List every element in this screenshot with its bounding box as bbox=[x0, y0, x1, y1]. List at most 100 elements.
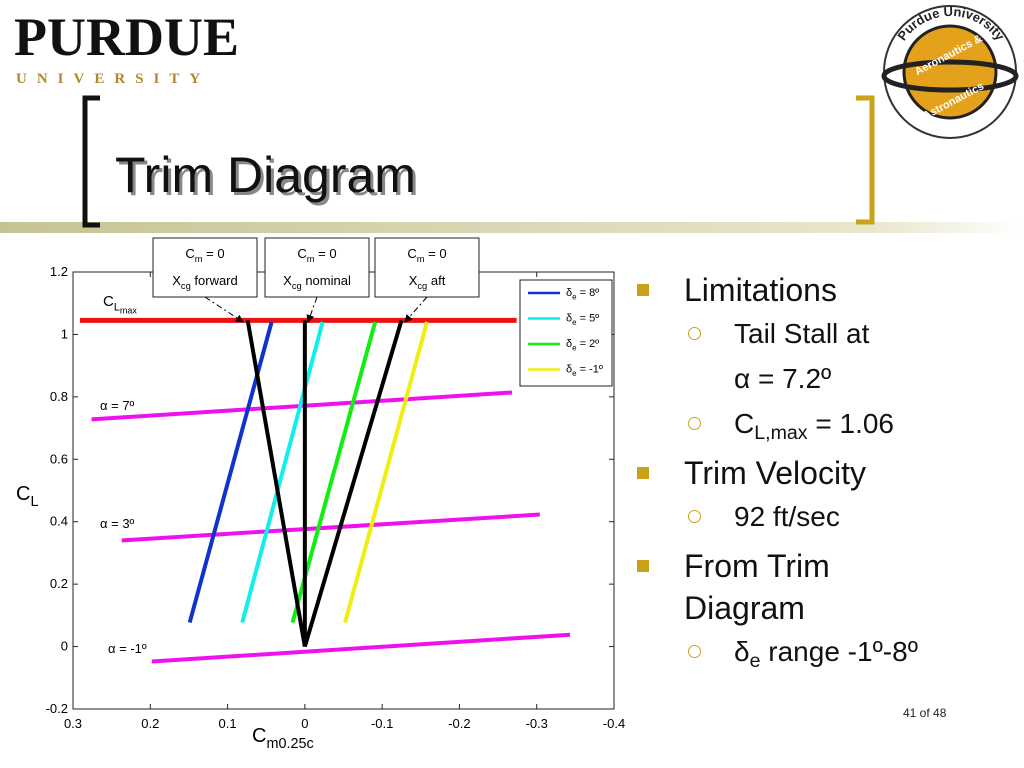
annotation-line: Xcg nominal bbox=[283, 273, 351, 291]
x-tick-label: 0 bbox=[301, 716, 308, 731]
text-part: m bbox=[307, 254, 315, 264]
text-part: cg bbox=[292, 281, 302, 291]
text-part: m bbox=[417, 254, 425, 264]
x-tick-label: -0.1 bbox=[371, 716, 393, 731]
text-part: L,max bbox=[754, 421, 808, 444]
text-part: = 1.06 bbox=[807, 408, 894, 439]
text-part: δ bbox=[566, 338, 572, 350]
annotation-line: Cm = 0 bbox=[185, 246, 224, 264]
sub-bullet-line: α = 7.2º bbox=[734, 363, 832, 394]
text-part: = -1º bbox=[577, 364, 603, 376]
text-part: e bbox=[572, 369, 577, 378]
text-part: δ bbox=[566, 313, 572, 325]
seal: Purdue University Aeronautics & Astronau… bbox=[881, 4, 1019, 139]
y-tick-label: 1.2 bbox=[50, 264, 68, 279]
text-part: e bbox=[749, 649, 761, 672]
legend-label: δe = 8º bbox=[566, 287, 599, 301]
text-part: = 0 bbox=[315, 246, 337, 261]
annotation-arrow bbox=[204, 296, 244, 323]
y-tick-label: 0.8 bbox=[50, 389, 68, 404]
data-line bbox=[151, 632, 571, 664]
text-part: 92 ft/sec bbox=[734, 501, 840, 532]
bullet: Limitations bbox=[630, 269, 934, 311]
y-tick-label: 0.4 bbox=[50, 514, 68, 529]
text-part: nominal bbox=[302, 273, 351, 288]
annotation-line: Xcg aft bbox=[409, 273, 446, 291]
sub-bullet: CL,max = 1.06 bbox=[630, 401, 960, 446]
text-part: m bbox=[195, 254, 203, 264]
text-part: C bbox=[734, 408, 755, 439]
text-part: X bbox=[283, 273, 292, 288]
text-part: e bbox=[572, 343, 577, 352]
y-tick-label: 1 bbox=[61, 326, 68, 341]
logo-sub: UNIVERSITY bbox=[16, 71, 210, 87]
chart: -0.2 0 0.2 0.4 0.6 0.8 1 1.2 0.3 0.2 0.1 0 -0.1 -0.2 -… bbox=[16, 237, 625, 752]
annotation-line: Xcg forward bbox=[172, 273, 238, 291]
text-part: Trim Velocity bbox=[684, 455, 866, 491]
sub-bullet: Tail Stall at α = 7.2º bbox=[630, 311, 960, 401]
x-tick-label: 0.2 bbox=[141, 716, 159, 731]
legend-label: δe = 2º bbox=[566, 338, 599, 352]
annotation-arrow bbox=[404, 296, 428, 323]
text-part: range -1º-8º bbox=[760, 636, 918, 667]
x-tick-label: -0.3 bbox=[526, 716, 548, 731]
y-tick-label: 0.2 bbox=[50, 576, 68, 591]
bracket-left bbox=[82, 95, 100, 228]
text-part: e bbox=[572, 318, 577, 327]
title: Trim Diagram bbox=[115, 147, 416, 203]
text-part: C bbox=[252, 725, 266, 747]
logo-name: PURDUE bbox=[14, 7, 239, 67]
text-part: δ bbox=[734, 636, 750, 667]
bullet: From Trim Diagram bbox=[630, 545, 934, 629]
series-label: α = 7º bbox=[100, 398, 135, 413]
text-part: α = 3º bbox=[100, 516, 135, 531]
text-part: C bbox=[185, 246, 194, 261]
y-tick-label: 0 bbox=[61, 639, 68, 654]
x-axis-label: Cm0.25c bbox=[252, 725, 314, 752]
data-line bbox=[245, 320, 307, 647]
text-part: = 0 bbox=[203, 246, 225, 261]
text-part: aft bbox=[427, 273, 445, 288]
x-tick-label: -0.4 bbox=[603, 716, 625, 731]
y-tick-label: 0.6 bbox=[50, 451, 68, 466]
x-tick-label: -0.2 bbox=[448, 716, 470, 731]
annotation-line: Cm = 0 bbox=[297, 246, 336, 264]
y-tick-label: -0.2 bbox=[46, 701, 68, 716]
legend-label: δe = 5º bbox=[566, 313, 599, 327]
text-part: Tail Stall at bbox=[734, 318, 870, 349]
text-part: C bbox=[16, 483, 30, 505]
data-line bbox=[343, 321, 429, 624]
data-line bbox=[240, 321, 325, 624]
seal-core bbox=[902, 24, 998, 120]
text-part: δ bbox=[566, 364, 572, 376]
text-part: = 2º bbox=[577, 338, 600, 350]
data-line bbox=[302, 319, 404, 648]
title-shadow: Trim Diagram bbox=[118, 150, 419, 206]
text-part: δ bbox=[566, 287, 572, 299]
seal-orbit bbox=[881, 59, 1019, 93]
bullet: Trim Velocity bbox=[630, 452, 934, 494]
y-axis-label: CL bbox=[16, 483, 38, 510]
text-part: L bbox=[30, 494, 38, 510]
page-number: 41 of 48 bbox=[903, 706, 947, 720]
bullet-list: Limitations Tail Stall at α = 7.2º CL,max =… bbox=[630, 269, 960, 674]
text-part: cg bbox=[181, 281, 191, 291]
text-part: From Trim Diagram bbox=[684, 548, 830, 626]
text-part: = 8º bbox=[577, 287, 600, 299]
text-part: Limitations bbox=[684, 272, 837, 308]
x-tick-label: 0.1 bbox=[219, 716, 237, 731]
text-part: max bbox=[120, 306, 138, 316]
data-line bbox=[121, 512, 540, 543]
sub-bullet: δe range -1º-8º bbox=[630, 629, 960, 674]
text-part: X bbox=[172, 273, 181, 288]
text-part: m0.25c bbox=[266, 736, 313, 752]
text-part: = 5º bbox=[577, 313, 600, 325]
x-tick-label: 0.3 bbox=[64, 716, 82, 731]
annotation-box bbox=[374, 237, 480, 298]
text-part: L bbox=[114, 302, 120, 314]
text-part: C bbox=[297, 246, 306, 261]
annotation-box bbox=[264, 237, 370, 298]
text-part: e bbox=[572, 292, 577, 301]
